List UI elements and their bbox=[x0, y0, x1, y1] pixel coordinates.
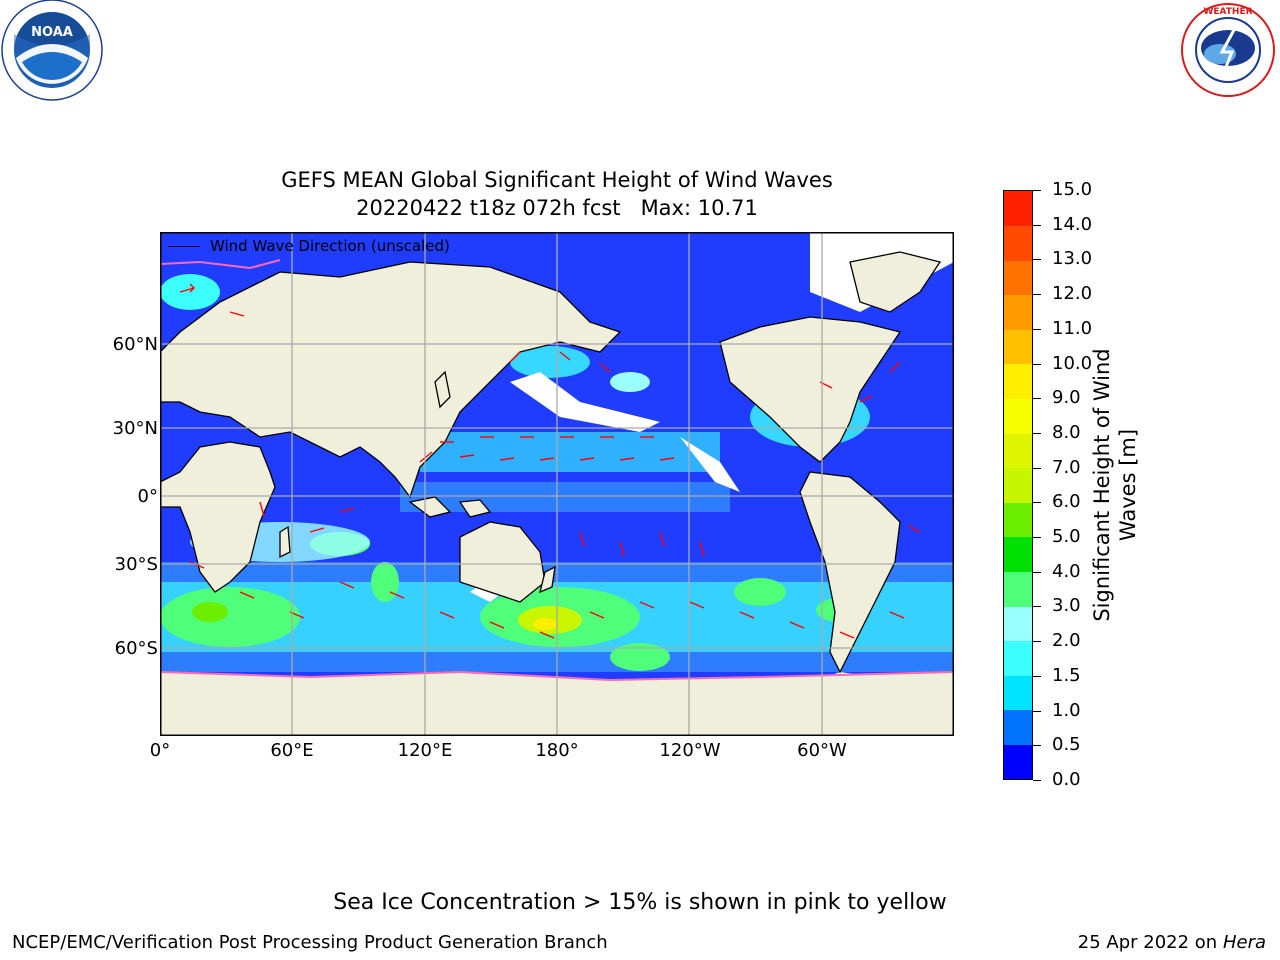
colorbar-tick-mark bbox=[1033, 675, 1041, 677]
legend-label: Wind Wave Direction (unscaled) bbox=[210, 237, 450, 255]
colorbar-tick-label: 9.0 bbox=[1052, 387, 1081, 409]
colorbar-tick-label: 7.0 bbox=[1052, 456, 1081, 478]
colorbar-tick-label: 3.0 bbox=[1052, 595, 1081, 617]
landmasses bbox=[160, 251, 954, 736]
colorbar-tick-mark bbox=[1033, 710, 1041, 712]
footer-credit: NCEP/EMC/Verification Post Processing Pr… bbox=[12, 932, 608, 953]
colorbar-title: Significant Height of Wind Waves [m] bbox=[1090, 348, 1140, 622]
sea-ice-edge bbox=[160, 670, 954, 682]
colorbar-tick-mark bbox=[1033, 780, 1041, 781]
colorbar-tick-label: 0.0 bbox=[1052, 769, 1081, 790]
colorbar-segment bbox=[1004, 606, 1032, 642]
colorbar-tick-mark bbox=[1033, 537, 1041, 539]
lon-label: 120°W bbox=[659, 740, 721, 761]
colorbar-segment bbox=[1004, 398, 1032, 434]
colorbar-tick-mark bbox=[1033, 745, 1041, 747]
colorbar-tick-label: 8.0 bbox=[1052, 421, 1081, 443]
colorbar-segment bbox=[1004, 675, 1032, 711]
colorbar-segment bbox=[1004, 329, 1032, 365]
colorbar-tick-mark bbox=[1033, 571, 1041, 573]
lon-label: 60°E bbox=[270, 740, 314, 761]
sea-ice-note: Sea Ice Concentration > 15% is shown in … bbox=[333, 890, 947, 915]
colorbar-tick-label: 5.0 bbox=[1052, 526, 1081, 548]
colorbar-segment bbox=[1004, 536, 1032, 572]
lon-label: 180° bbox=[535, 740, 579, 761]
lon-label: 120°E bbox=[397, 740, 453, 761]
lon-label: 60°W bbox=[797, 740, 847, 761]
lat-label: 0° bbox=[137, 486, 158, 507]
lon-label: 0° bbox=[149, 740, 171, 761]
colorbar-tick-mark bbox=[1033, 398, 1041, 400]
colorbar-tick-label: 12.0 bbox=[1052, 283, 1093, 305]
colorbar-segment bbox=[1004, 467, 1032, 503]
noaa-logo-text: NOAA bbox=[31, 25, 73, 40]
colorbar-segment bbox=[1004, 502, 1032, 538]
colorbar-tick-mark bbox=[1033, 432, 1041, 434]
footer-host: Hera bbox=[1222, 932, 1266, 953]
colorbar-tick-label: 11.0 bbox=[1052, 317, 1093, 339]
lat-label: 30°S bbox=[114, 554, 158, 575]
legend-line-swatch bbox=[168, 246, 200, 247]
colorbar-tick-mark bbox=[1033, 502, 1041, 504]
colorbar bbox=[1003, 190, 1033, 780]
wave-height-map: Wind Wave Direction (unscaled) bbox=[160, 232, 954, 736]
colorbar-segment bbox=[1004, 709, 1032, 745]
graticule bbox=[160, 232, 954, 736]
colorbar-tick-label: 13.0 bbox=[1052, 248, 1093, 270]
noaa-logo: NOAA bbox=[1, 0, 103, 101]
lat-label: 30°N bbox=[112, 418, 158, 439]
colorbar-segment bbox=[1004, 744, 1032, 780]
colorbar-tick-label: 1.0 bbox=[1052, 699, 1081, 721]
colorbar-tick-label: 15.0 bbox=[1052, 179, 1093, 200]
colorbar-segment bbox=[1004, 191, 1032, 227]
lat-label: 60°N bbox=[112, 334, 158, 355]
colorbar-tick-label: 6.0 bbox=[1052, 491, 1081, 513]
wind-wave-arrows bbox=[179, 283, 921, 639]
colorbar-tick-label: 14.0 bbox=[1052, 213, 1093, 235]
colorbar-tick-label: 10.0 bbox=[1052, 352, 1093, 374]
colorbar-tick-mark bbox=[1033, 224, 1041, 226]
colorbar-segment bbox=[1004, 433, 1032, 469]
colorbar-tick-mark bbox=[1033, 467, 1041, 469]
colorbar-tick-mark bbox=[1033, 606, 1041, 608]
footer-date: 25 Apr 2022 on Hera bbox=[1078, 932, 1266, 953]
colorbar-tick-label: 0.5 bbox=[1052, 734, 1081, 756]
colorbar-tick-label: 1.5 bbox=[1052, 664, 1081, 686]
colorbar-segment bbox=[1004, 294, 1032, 330]
lat-label: 60°S bbox=[114, 638, 158, 659]
colorbar-segment bbox=[1004, 571, 1032, 607]
footer-date-text: 25 Apr 2022 on bbox=[1077, 932, 1223, 953]
svg-text:WEATHER: WEATHER bbox=[1203, 7, 1252, 17]
colorbar-tick-label: 4.0 bbox=[1052, 560, 1081, 582]
colorbar-tick-mark bbox=[1033, 328, 1041, 330]
colorbar-segment bbox=[1004, 640, 1032, 676]
colorbar-tick-mark bbox=[1033, 363, 1041, 365]
colorbar-tick-mark bbox=[1033, 294, 1041, 296]
colorbar-segment bbox=[1004, 225, 1032, 261]
chart-subtitle: 20220422 t18z 072h fcst Max: 10.71 bbox=[356, 196, 758, 220]
colorbar-tick-mark bbox=[1033, 190, 1041, 191]
colorbar-tick-label: 2.0 bbox=[1052, 630, 1081, 652]
colorbar-segment bbox=[1004, 363, 1032, 400]
chart-title: GEFS MEAN Global Significant Height of W… bbox=[281, 168, 833, 192]
nws-logo: WEATHER bbox=[1181, 3, 1275, 97]
wave-patch bbox=[160, 587, 300, 647]
colorbar-tick-mark bbox=[1033, 259, 1041, 261]
colorbar-tick-mark bbox=[1033, 641, 1041, 643]
colorbar-segment bbox=[1004, 260, 1032, 296]
